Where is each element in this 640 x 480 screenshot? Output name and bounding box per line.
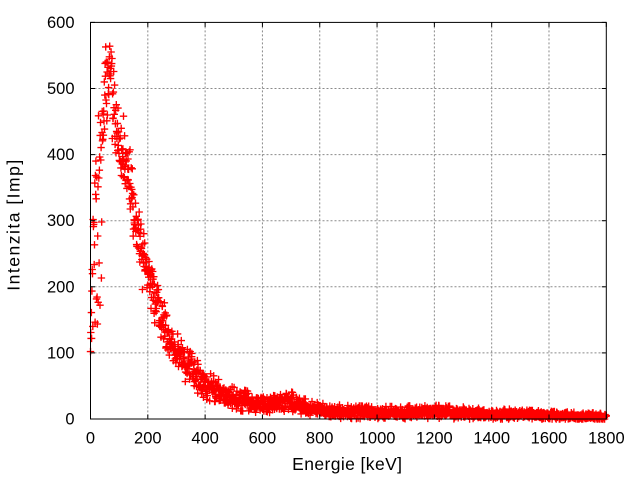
svg-text:600: 600 — [47, 14, 75, 32]
svg-text:1200: 1200 — [416, 430, 453, 448]
svg-text:0: 0 — [65, 411, 74, 429]
svg-text:500: 500 — [47, 80, 75, 98]
svg-text:Energie [keV]: Energie [keV] — [292, 454, 402, 474]
svg-text:1000: 1000 — [359, 430, 396, 448]
svg-text:1600: 1600 — [531, 430, 568, 448]
svg-text:200: 200 — [47, 278, 75, 296]
svg-text:800: 800 — [306, 430, 334, 448]
svg-text:300: 300 — [47, 212, 75, 230]
svg-text:400: 400 — [47, 146, 75, 164]
svg-text:100: 100 — [47, 344, 75, 362]
svg-text:400: 400 — [191, 430, 219, 448]
svg-text:1400: 1400 — [473, 430, 510, 448]
svg-text:200: 200 — [134, 430, 162, 448]
svg-text:0: 0 — [86, 430, 95, 448]
svg-text:600: 600 — [249, 430, 277, 448]
svg-text:Intenzita [Imp]: Intenzita [Imp] — [4, 158, 24, 290]
svg-text:1800: 1800 — [588, 430, 625, 448]
